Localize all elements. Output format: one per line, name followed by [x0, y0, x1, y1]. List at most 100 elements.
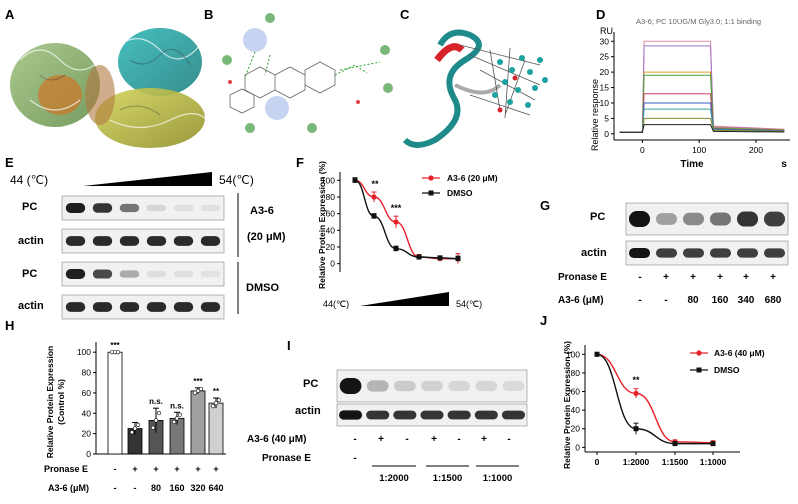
h-a36-value: 320 — [190, 483, 205, 493]
f-series-line — [354, 179, 459, 260]
f-series-line — [354, 179, 458, 260]
h-y-tick-label: 80 — [82, 368, 92, 378]
i-ratio-label: 1:1500 — [433, 473, 463, 484]
g-blot-label-actin: actin — [581, 247, 607, 259]
g-a36-value: - — [664, 295, 667, 306]
i-actin-band — [447, 410, 471, 420]
i-pronase-label: Pronase E — [262, 453, 311, 464]
e-pc-a36-band — [92, 203, 113, 213]
e-actin-a36-band — [173, 236, 194, 246]
h-annotation: ** — [213, 387, 220, 396]
h-annotation: *** — [193, 377, 203, 386]
sensorgram-title: A3-6; PC 10UG/M Gly3.0; 1:1 binding — [636, 17, 761, 26]
d-y-tick-label: 5 — [604, 113, 609, 123]
panel-label-h: H — [5, 318, 14, 333]
f-point — [371, 194, 377, 200]
sensorgram-axes: 30 25 20 15 10 5 0 0 100 200 — [600, 32, 790, 155]
g-actin-band — [655, 248, 678, 258]
group-dmso-label: DMSO — [246, 282, 279, 294]
g-actin-band — [709, 248, 732, 258]
h-y-tick-label: 40 — [82, 408, 92, 418]
f-point — [455, 256, 461, 262]
f-point — [371, 213, 377, 219]
h-a36-value: 160 — [169, 483, 184, 493]
ru-label: RU — [600, 26, 613, 36]
g-a36-value: 160 — [712, 295, 729, 306]
panel-label-a: A — [5, 7, 15, 22]
f-star-1: ** — [371, 179, 379, 189]
h-dot — [177, 412, 183, 417]
i-ratio-label: 1:1000 — [483, 473, 513, 484]
h-y-tick-label: 20 — [82, 429, 92, 439]
h-dot — [210, 404, 216, 409]
h-dot — [135, 422, 141, 427]
g-a36-value: - — [638, 295, 641, 306]
f-ylabel: Relative Protein Expression (%) — [317, 161, 327, 289]
h-pronase-value: + — [213, 464, 218, 474]
g-pc-band — [736, 211, 759, 227]
f-star-2: *** — [391, 203, 402, 213]
i-pc-band — [448, 380, 470, 392]
i-a36-value: - — [353, 434, 356, 445]
f-point — [393, 219, 399, 225]
e-actin-dmso-band — [92, 302, 113, 312]
i-pc-band — [502, 380, 525, 392]
g-pc-band — [709, 212, 732, 226]
h-dot — [174, 416, 180, 421]
f-x-end: 54(℃) — [456, 299, 482, 309]
panel-e-blots: 44 (℃) 54(℃) PC actin PC actin A3-6 (20 … — [10, 172, 286, 320]
f-y-tick-label: 60 — [326, 209, 336, 219]
e-actin-a36-frame — [61, 228, 225, 254]
f-point — [352, 177, 358, 183]
i-a36-value: + — [481, 434, 487, 445]
i-actin-band — [366, 410, 390, 420]
i-a36-value: + — [431, 434, 437, 445]
panel-f-chart: Relative Protein Expression (%) 100 80 60 4… — [317, 161, 498, 309]
e-actin-dmso-band — [146, 302, 167, 312]
h-y-tick-label: 0 — [86, 449, 91, 459]
panel-j-chart: Relative Protein Expression (%) 100 80 60 4… — [562, 341, 765, 469]
blot-label-pc-1: PC — [22, 201, 37, 213]
j-y-tick-label: 20 — [571, 424, 581, 434]
g-pc-band — [682, 212, 705, 226]
h-bar — [107, 351, 123, 455]
protein-structure-image — [10, 28, 211, 148]
panel-labels: A B C D E F G H I J — [5, 7, 605, 353]
darts-blot-images — [625, 202, 789, 266]
residue-icons — [222, 13, 393, 133]
e-pc-dmso-band — [92, 269, 113, 279]
f-legend-dmso: DMSO — [447, 188, 473, 198]
d-series-line — [619, 124, 785, 133]
panel-label-g: G — [540, 198, 550, 213]
h-pronase-value: + — [174, 464, 179, 474]
h-bar — [208, 402, 224, 455]
j-series — [594, 351, 716, 447]
blot-label-actin-2: actin — [18, 300, 44, 312]
e-actin-dmso-band — [119, 302, 140, 312]
g-pc-band — [655, 213, 678, 225]
blot-label-actin-1: actin — [18, 235, 44, 247]
h-dot — [195, 388, 201, 393]
f-axes: 100 80 60 40 20 0 — [321, 172, 341, 272]
d-y-tick-label: 10 — [600, 98, 610, 108]
g-pronase-value: + — [663, 272, 669, 283]
i-a36-label: A3-6 (40 μM) — [247, 434, 306, 445]
j-series-line — [596, 353, 713, 445]
h-dot — [198, 386, 204, 392]
i-pronase-value: - — [353, 453, 356, 464]
h-a36-value: - — [134, 483, 137, 493]
j-x-tick-label: 1:1500 — [662, 457, 689, 467]
panel-i-blots: PC actin A3-6 (40 μM) Pronase E - + - + - + --… — [247, 369, 528, 484]
e-pc-dmso-band — [173, 270, 194, 278]
g-pronase-value: + — [743, 272, 749, 283]
j-ylabel: Relative Protein Expression (%) — [562, 341, 572, 469]
d-x-tick-label: 200 — [749, 145, 763, 155]
d-y-tick-label: 20 — [600, 67, 610, 77]
f-legend-a36: A3-6 (20 μM) — [447, 173, 498, 183]
h-dot — [213, 400, 219, 406]
panel-label-d: D — [596, 7, 605, 22]
f-y-tick-label: 0 — [330, 259, 335, 269]
h-pronase-value: + — [195, 464, 200, 474]
g-actin-band — [682, 248, 705, 258]
h-pronase-value: + — [132, 464, 137, 474]
